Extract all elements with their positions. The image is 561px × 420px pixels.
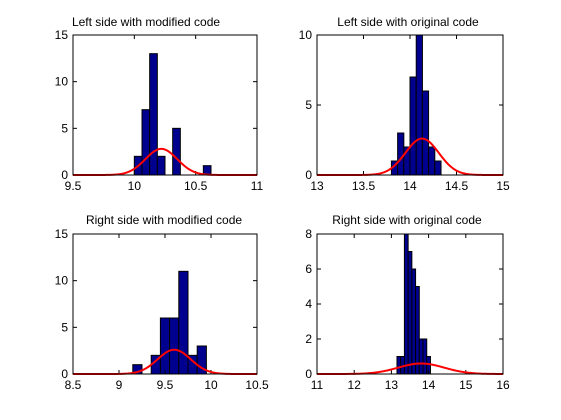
subplot-title: Right side with modified code xyxy=(86,213,242,227)
subplot-left-original: Left side with original code 13 13.5 14 14.… xyxy=(299,15,510,193)
histogram-bar xyxy=(411,268,417,375)
x-tick-label: 11 xyxy=(311,378,324,392)
y-tick-label: 0 xyxy=(61,367,68,381)
y-tick-label: 10 xyxy=(55,274,69,288)
y-tick-label: 0 xyxy=(305,367,312,381)
plot-area xyxy=(72,34,258,176)
y-tick-label: 8 xyxy=(305,227,312,241)
subplot-left-modified: Left side with modified code 9.5 10 10.5 11… xyxy=(55,15,264,193)
axis-frame xyxy=(316,34,504,176)
histogram-bar xyxy=(422,338,428,375)
subplot-right-modified: Right side with modified code 8.5 9 9.5 10 1… xyxy=(55,213,269,392)
subplot-right-original: Right side with original code 11 12 13 14 15… xyxy=(305,213,510,392)
y-tick-label: 0 xyxy=(61,168,68,182)
histogram-bar xyxy=(421,90,430,176)
axis-frame xyxy=(316,233,504,375)
histogram-bar xyxy=(403,233,409,375)
y-tick-label: 5 xyxy=(305,98,312,112)
x-tick-label: 9.5 xyxy=(65,179,82,193)
x-tick-label: 13 xyxy=(385,378,399,392)
x-tick-label: 14 xyxy=(422,378,436,392)
histogram-bar xyxy=(178,270,189,375)
axis-ticks: 11 12 13 14 15 16 0 2 4 6 8 xyxy=(305,227,510,392)
x-tick-label: 10.5 xyxy=(245,378,269,392)
x-tick-label: 12 xyxy=(348,378,362,392)
y-tick-label: 10 xyxy=(55,75,69,89)
x-tick-label: 15 xyxy=(496,179,510,193)
histogram-bar xyxy=(409,76,417,176)
subplot-title: Left side with original code xyxy=(337,15,479,29)
histogram-bar xyxy=(415,34,423,176)
axis-frame xyxy=(72,233,258,375)
x-tick-label: 10 xyxy=(128,179,142,193)
x-tick-label: 16 xyxy=(496,378,510,392)
x-tick-label: 13.5 xyxy=(352,179,376,193)
x-tick-label: 15 xyxy=(459,378,473,392)
x-tick-label: 14 xyxy=(403,179,417,193)
histogram-bar xyxy=(141,109,151,176)
x-tick-label: 13 xyxy=(310,179,324,193)
y-tick-label: 2 xyxy=(305,332,312,346)
y-tick-label: 6 xyxy=(305,262,312,276)
histogram-bar xyxy=(149,53,158,176)
histogram-bar xyxy=(434,160,442,176)
y-tick-label: 5 xyxy=(61,320,68,334)
histogram-bar xyxy=(159,317,171,375)
histogram-bar xyxy=(397,132,405,176)
histogram-bar xyxy=(172,127,181,176)
subplot-title: Right side with original code xyxy=(332,213,482,227)
axis-frame xyxy=(72,34,258,176)
histogram-bar xyxy=(407,251,413,375)
subplot-title: Left side with modified code xyxy=(72,15,220,29)
histogram-bar xyxy=(415,286,420,375)
y-tick-label: 5 xyxy=(61,121,68,135)
axis-ticks: 13 13.5 14 14.5 15 0 5 10 xyxy=(299,28,510,193)
y-tick-label: 15 xyxy=(55,227,69,241)
x-tick-label: 14.5 xyxy=(445,179,469,193)
histogram-bar xyxy=(156,155,166,176)
x-tick-label: 10 xyxy=(204,378,218,392)
x-tick-label: 11 xyxy=(251,179,264,193)
histogram-bar xyxy=(396,356,402,375)
x-tick-label: 10.5 xyxy=(184,179,208,193)
histogram-bar xyxy=(169,317,180,375)
histogram-bar xyxy=(428,146,436,176)
histogram-bar xyxy=(418,338,424,375)
x-tick-label: 9.5 xyxy=(157,378,174,392)
y-tick-label: 4 xyxy=(305,297,312,311)
y-tick-label: 0 xyxy=(305,168,312,182)
x-tick-label: 8.5 xyxy=(65,378,82,392)
x-tick-label: 9 xyxy=(116,378,123,392)
y-tick-label: 10 xyxy=(299,28,313,42)
y-tick-label: 15 xyxy=(55,28,69,42)
